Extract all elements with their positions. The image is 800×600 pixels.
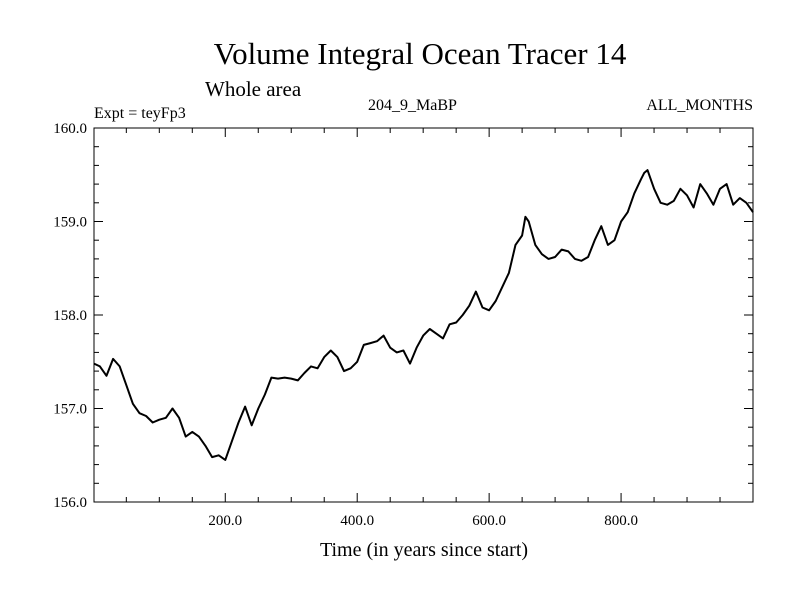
chart-subtitle: Whole area	[205, 77, 302, 101]
period-label: ALL_MONTHS	[646, 97, 753, 114]
chart-title: Volume Integral Ocean Tracer 14	[214, 36, 627, 71]
plot-frame	[93, 127, 754, 503]
run-label: 204_9_MaBP	[368, 97, 457, 114]
experiment-label: Expt = teyFp3	[94, 105, 186, 122]
x-tick-label: 800.0	[604, 513, 638, 529]
y-tick-label: 156.0	[53, 495, 87, 511]
x-tick-label: 400.0	[340, 513, 374, 529]
series-line	[93, 169, 754, 461]
x-axis-label: Time (in years since start)	[320, 539, 528, 561]
x-tick-label: 200.0	[208, 513, 242, 529]
y-tick-label: 160.0	[53, 121, 87, 137]
y-tick-label: 159.0	[53, 215, 87, 231]
x-axis-ticks: 200.0 400.0 600.0 800.0	[125, 128, 721, 529]
y-tick-label: 158.0	[53, 308, 87, 324]
x-tick-label: 600.0	[472, 513, 506, 529]
y-axis-ticks: 156.0 157.0 158.0 159.0 160.0	[53, 121, 753, 511]
y-tick-label: 157.0	[53, 402, 87, 418]
